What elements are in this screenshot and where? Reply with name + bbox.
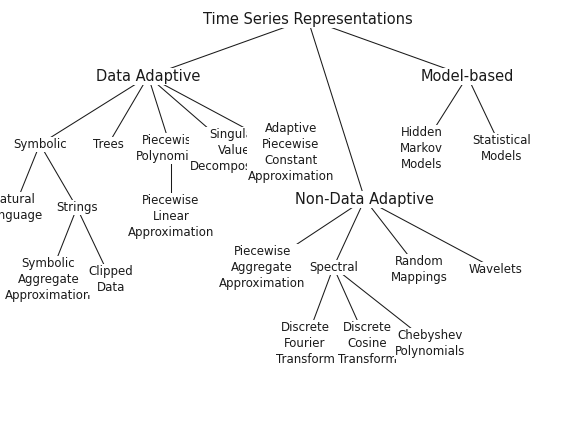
Text: Symbolic: Symbolic <box>13 138 67 151</box>
Text: Wavelets: Wavelets <box>469 263 523 276</box>
Text: Piecewise
Aggregate
Approximation: Piecewise Aggregate Approximation <box>219 245 306 290</box>
Text: Symbolic
Aggregate
Approximation: Symbolic Aggregate Approximation <box>5 257 92 302</box>
Text: Piecewise
Polynomials: Piecewise Polynomials <box>136 134 206 163</box>
Text: Hidden
Markov
Models: Hidden Markov Models <box>400 126 443 171</box>
Text: Clipped
Data: Clipped Data <box>89 265 133 294</box>
Text: Random
Mappings: Random Mappings <box>390 255 447 284</box>
Text: Statistical
Models: Statistical Models <box>472 134 531 163</box>
Text: Piecewise
Linear
Approximation: Piecewise Linear Approximation <box>128 194 214 239</box>
Text: Strings: Strings <box>56 201 98 214</box>
Text: Spectral: Spectral <box>309 261 358 273</box>
Text: Data Adaptive: Data Adaptive <box>96 69 201 84</box>
Text: Adaptive
Piecewise
Constant
Approximation: Adaptive Piecewise Constant Approximatio… <box>247 122 334 183</box>
Text: Discrete
Fourier
Transform: Discrete Fourier Transform <box>275 321 335 366</box>
Text: Model-based: Model-based <box>421 69 514 84</box>
Text: Time Series Representations: Time Series Representations <box>203 11 413 27</box>
Text: Chebyshev
Polynomials: Chebyshev Polynomials <box>395 329 466 358</box>
Text: Non-Data Adaptive: Non-Data Adaptive <box>295 192 434 207</box>
Text: Discrete
Cosine
Transform: Discrete Cosine Transform <box>338 321 397 366</box>
Text: Natural
Language: Natural Language <box>0 193 43 222</box>
Text: Trees: Trees <box>93 138 124 151</box>
Text: Singular
Value
Decomposition: Singular Value Decomposition <box>190 128 278 173</box>
